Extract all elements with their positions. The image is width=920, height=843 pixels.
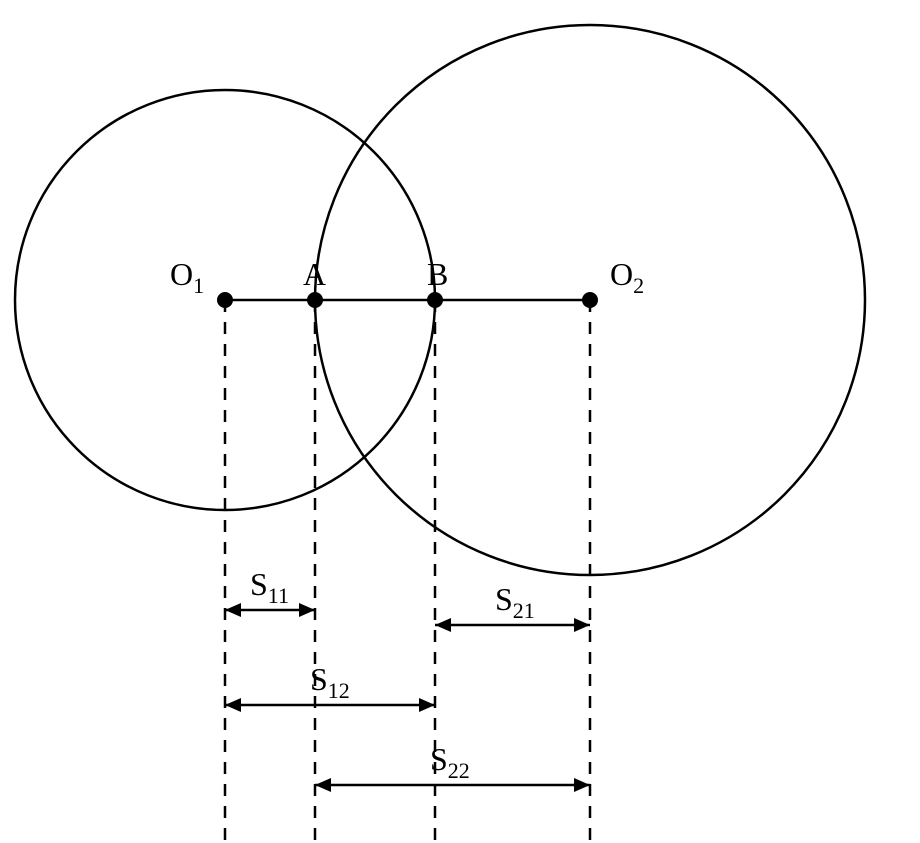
point-A — [307, 292, 323, 308]
background — [0, 0, 920, 843]
point-B — [427, 292, 443, 308]
label-A: A — [303, 256, 326, 292]
point-O2 — [582, 292, 598, 308]
label-B: B — [427, 256, 448, 292]
point-O1 — [217, 292, 233, 308]
